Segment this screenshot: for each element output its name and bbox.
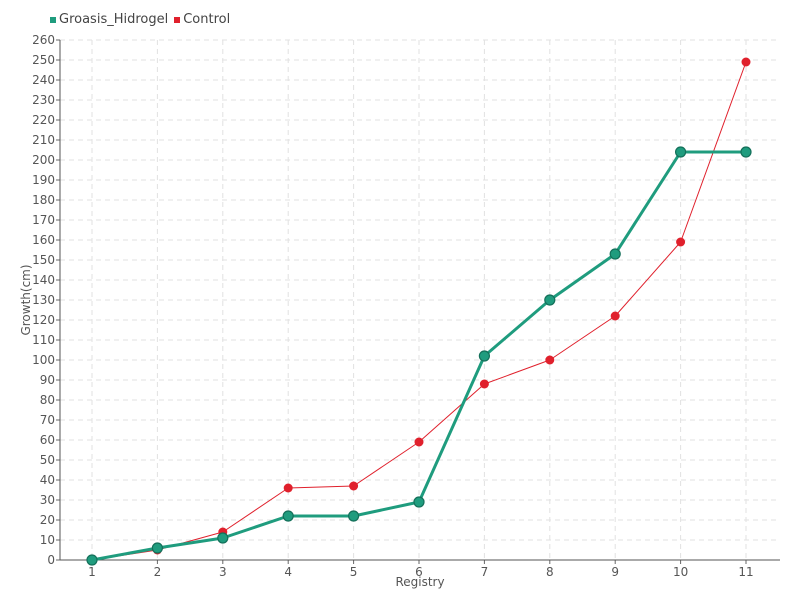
y-tick-label-0: 0 [47, 553, 55, 567]
legend-label-groasis-hidrogel: Groasis_Hidrogel [59, 12, 169, 27]
y-tick-label-200: 200 [32, 153, 55, 167]
y-ticks: 0 10 20 30 40 50 60 70 80 90 100 110 120 130 140 150 160… [32, 33, 55, 567]
axes [56, 39, 780, 564]
point-groasis-hidrogel-3 [217, 532, 229, 544]
x-tick-label-6: 6 [415, 565, 423, 579]
x-tick-label-5: 5 [350, 565, 358, 579]
y-tick-label-40: 40 [40, 473, 55, 487]
point-groasis-hidrogel-2 [151, 542, 163, 554]
series-group [86, 57, 752, 566]
grid [60, 39, 780, 560]
point-groasis-hidrogel-11 [740, 146, 752, 158]
y-tick-label-80: 80 [40, 393, 55, 407]
point-control-4 [283, 483, 293, 493]
y-tick-label-50: 50 [40, 453, 55, 467]
y-tick-label-250: 250 [32, 53, 55, 67]
y-tick-label-240: 240 [32, 73, 55, 87]
y-tick-label-60: 60 [40, 433, 55, 447]
x-tick-label-3: 3 [219, 565, 227, 579]
x-axis-label: Registry [395, 575, 444, 589]
y-tick-label-150: 150 [32, 253, 55, 267]
y-tick-label-120: 120 [32, 313, 55, 327]
y-tick-label-20: 20 [40, 513, 55, 527]
x-tick-label-9: 9 [611, 565, 619, 579]
x-tick-label-7: 7 [481, 565, 489, 579]
y-tick-label-90: 90 [40, 373, 55, 387]
y-tick-label-230: 230 [32, 93, 55, 107]
legend: Groasis_Hidrogel Control [50, 12, 236, 27]
y-tick-label-30: 30 [40, 493, 55, 507]
y-tick-label-100: 100 [32, 353, 55, 367]
legend-swatch-groasis-hidrogel [50, 16, 56, 23]
y-tick-label-10: 10 [40, 533, 55, 547]
x-tick-label-10: 10 [673, 565, 688, 579]
point-groasis-hidrogel-6 [413, 496, 425, 508]
y-tick-label-190: 190 [32, 173, 55, 187]
x-tick-label-1: 1 [88, 565, 96, 579]
x-tick-label-11: 11 [738, 565, 753, 579]
x-tick-label-2: 2 [154, 565, 162, 579]
legend-item-groasis-hidrogel[interactable]: Groasis_Hidrogel [50, 12, 168, 27]
y-tick-label-220: 220 [32, 113, 55, 127]
x-ticks: 1 2 3 4 5 6 7 8 9 10 11 [88, 565, 753, 579]
legend-label-control: Control [183, 12, 231, 27]
point-control-11 [741, 57, 751, 67]
y-tick-label-160: 160 [32, 233, 55, 247]
point-control-8 [545, 355, 555, 365]
y-tick-label-130: 130 [32, 293, 55, 307]
point-control-5 [349, 481, 359, 491]
y-tick-label-70: 70 [40, 413, 55, 427]
y-axis-label: Growth(cm) [19, 264, 33, 335]
y-tick-label-110: 110 [32, 333, 55, 347]
y-tick-label-210: 210 [32, 133, 55, 147]
point-groasis-hidrogel-1 [86, 554, 98, 566]
y-tick-label-180: 180 [32, 193, 55, 207]
point-groasis-hidrogel-10 [674, 146, 687, 158]
y-tick-label-260: 260 [32, 33, 55, 47]
y-tick-label-170: 170 [32, 213, 55, 227]
x-tick-label-4: 4 [284, 565, 292, 579]
point-control-7 [479, 379, 489, 389]
point-groasis-hidrogel-5 [348, 510, 360, 522]
legend-swatch-control [174, 16, 181, 23]
x-tick-label-8: 8 [546, 565, 554, 579]
point-control-6 [414, 437, 424, 447]
point-control-9 [610, 311, 620, 321]
point-groasis-hidrogel-4 [282, 510, 294, 522]
point-groasis-hidrogel-7 [478, 350, 490, 362]
point-groasis-hidrogel-8 [544, 294, 556, 306]
point-groasis-hidrogel-9 [609, 248, 621, 260]
legend-item-control[interactable]: Control [174, 12, 230, 27]
point-control-10 [676, 237, 686, 247]
y-tick-label-140: 140 [32, 273, 55, 287]
